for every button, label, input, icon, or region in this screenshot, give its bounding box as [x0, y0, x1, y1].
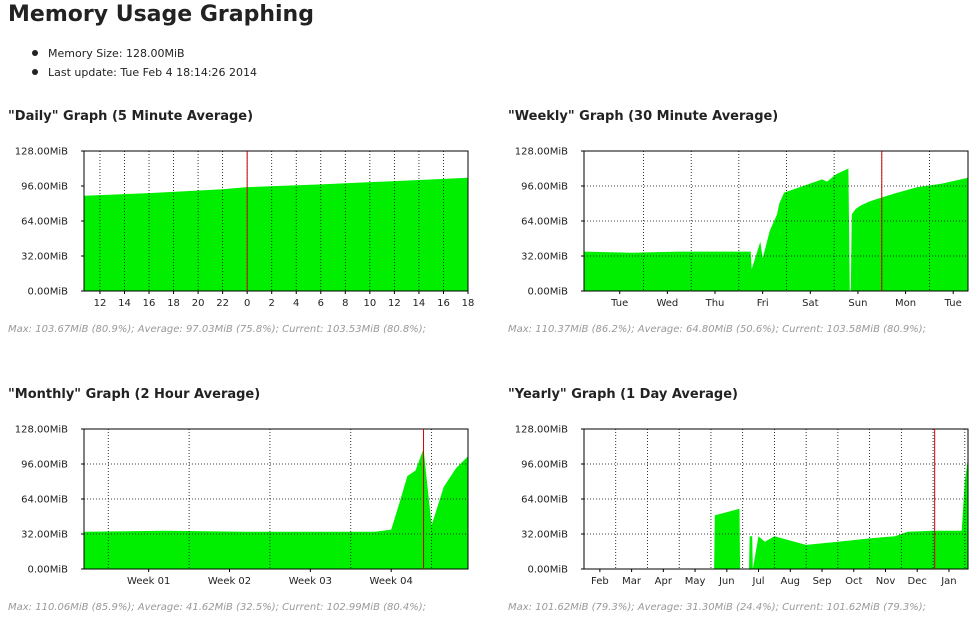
x-tick-label: Dec	[908, 576, 927, 587]
last-update-item: Last update: Tue Feb 4 18:14:26 2014	[30, 65, 257, 84]
x-tick-label: Sep	[813, 576, 832, 587]
x-tick-label: May	[685, 576, 706, 587]
x-tick-label: Tue	[944, 298, 962, 309]
x-tick-label: Jul	[752, 576, 765, 587]
x-tick-label: 14	[413, 298, 426, 309]
x-tick-label: 16	[143, 298, 156, 309]
weekly-graph: 0.00MiB 32.00MiB 64.00MiB 96.00MiB 128.00MiB…	[515, 147, 969, 309]
y-tick-label: 0.00MiB	[527, 565, 568, 576]
x-tick-label: 6	[318, 298, 324, 309]
y-tick-label: 32.00MiB	[521, 530, 568, 541]
weekly-graph-title: "Weekly" Graph (30 Minute Average)	[508, 109, 779, 124]
yearly-graph-summary: Max: 101.62MiB (79.3%); Average: 31.30Mi…	[508, 602, 927, 613]
x-tick-label: Feb	[591, 576, 609, 587]
y-tick-label: 128.00MiB	[15, 147, 68, 158]
y-tick-label: 96.00MiB	[521, 182, 568, 193]
y-tick-label: 0.00MiB	[27, 287, 68, 298]
weekly-graph-summary: Max: 110.37MiB (86.2%); Average: 64.80Mi…	[508, 324, 927, 335]
x-tick-label: 0	[244, 298, 250, 309]
x-tick-label: 18	[167, 298, 180, 309]
y-tick-label: 128.00MiB	[515, 425, 568, 436]
x-tick-label: 12	[388, 298, 401, 309]
series-area	[584, 168, 968, 291]
x-tick-label: Fri	[757, 298, 769, 309]
daily-graph: 0.00MiB 32.00MiB 64.00MiB 96.00MiB 128.00MiB…	[15, 147, 475, 310]
x-tick-label: Sat	[802, 298, 818, 309]
x-tick-label: Jun	[718, 576, 735, 587]
yearly-graph: 0.00MiB 32.00MiB 64.00MiB 96.00MiB 128.00MiB…	[515, 425, 969, 587]
x-tick-label: Tue	[610, 298, 628, 309]
y-tick-label: 128.00MiB	[15, 425, 68, 436]
x-tick-label: Mar	[622, 576, 642, 587]
y-tick-label: 32.00MiB	[21, 252, 68, 263]
y-tick-label: 128.00MiB	[515, 147, 568, 158]
y-tick-label: 32.00MiB	[21, 530, 68, 541]
y-tick-label: 96.00MiB	[521, 460, 568, 471]
x-tick-label: 14	[118, 298, 131, 309]
y-tick-label: 96.00MiB	[21, 182, 68, 193]
series-area	[584, 457, 968, 569]
x-tick-label: Oct	[845, 576, 862, 587]
x-tick-label: Apr	[655, 576, 673, 587]
yearly-graph-title: "Yearly" Graph (1 Day Average)	[508, 387, 738, 402]
x-tick-label: 22	[216, 298, 229, 309]
page-title: Memory Usage Graphing	[8, 2, 314, 27]
x-tick-label: 16	[437, 298, 450, 309]
x-tick-label: Nov	[876, 576, 896, 587]
memory-size-item: Memory Size: 128.00MiB	[30, 46, 257, 65]
daily-graph-title: "Daily" Graph (5 Minute Average)	[8, 109, 254, 124]
y-tick-label: 64.00MiB	[521, 495, 568, 506]
x-tick-label: Week 02	[208, 576, 251, 587]
y-tick-label: 64.00MiB	[21, 495, 68, 506]
y-tick-label: 0.00MiB	[27, 565, 68, 576]
x-tick-label: 8	[342, 298, 348, 309]
y-tick-label: 64.00MiB	[21, 217, 68, 228]
daily-graph-summary: Max: 103.67MiB (80.9%); Average: 97.03Mi…	[8, 324, 427, 335]
y-tick-label: 64.00MiB	[521, 217, 568, 228]
y-tick-label: 96.00MiB	[21, 460, 68, 471]
x-tick-label: Wed	[656, 298, 678, 309]
x-tick-label: Thu	[705, 298, 725, 309]
x-tick-label: 18	[462, 298, 475, 309]
series-area	[84, 177, 468, 291]
x-tick-label: Jan	[940, 576, 956, 587]
x-tick-label: Mon	[895, 298, 916, 309]
monthly-graph-title: "Monthly" Graph (2 Hour Average)	[8, 387, 261, 402]
info-list: Memory Size: 128.00MiB Last update: Tue …	[30, 46, 257, 84]
x-tick-label: 2	[269, 298, 275, 309]
series-area	[84, 448, 468, 569]
x-tick-label: Aug	[781, 576, 801, 587]
y-tick-label: 0.00MiB	[527, 287, 568, 298]
x-tick-label: Week 03	[289, 576, 332, 587]
monthly-graph: 0.00MiB 32.00MiB 64.00MiB 96.00MiB 128.00MiB…	[15, 425, 469, 587]
x-tick-label: 20	[192, 298, 205, 309]
x-tick-label: Week 01	[127, 576, 170, 587]
x-tick-label: 12	[94, 298, 107, 309]
y-tick-label: 32.00MiB	[521, 252, 568, 263]
monthly-graph-summary: Max: 110.06MiB (85.9%); Average: 41.62Mi…	[8, 602, 427, 613]
x-tick-label: 10	[363, 298, 376, 309]
x-tick-label: 4	[293, 298, 299, 309]
x-tick-label: Sun	[848, 298, 867, 309]
x-tick-label: Week 04	[370, 576, 413, 587]
